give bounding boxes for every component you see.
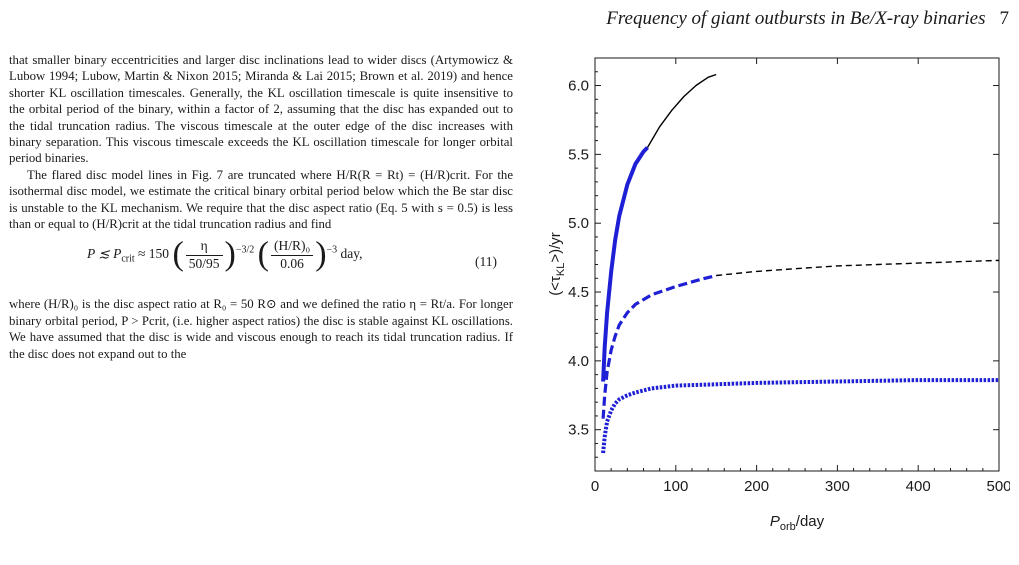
text-column: that smaller binary eccentricities and l… bbox=[9, 52, 513, 362]
series-line-1 bbox=[646, 73, 717, 148]
x-tick-label: 500 bbox=[986, 478, 1010, 495]
axis-ticks: 0 100 200 300 400 500 3.5 4.0 4.5 5.0 5.5 6.0 bbox=[568, 57, 1010, 495]
eq-approx: ≈ 150 bbox=[134, 246, 170, 262]
y-tick-label: 5.5 bbox=[568, 146, 589, 163]
equation-body: P ≲ Pcrit ≈ 150 (η 50/95)−3/2 ((H/R)₀ 0.06… bbox=[87, 236, 363, 274]
eq-frac2-den: 0.06 bbox=[280, 255, 304, 271]
eq-frac-2: (H/R)₀ 0.06 bbox=[270, 238, 314, 272]
y-tick-label: 6.0 bbox=[568, 78, 589, 95]
x-tick-label: 200 bbox=[744, 478, 769, 495]
eq-frac-1: η 50/95 bbox=[185, 238, 223, 272]
series-line-3 bbox=[716, 259, 1000, 277]
y-tick-label: 4.5 bbox=[568, 284, 589, 301]
plot-frame bbox=[594, 57, 1000, 472]
y-tick-label: 3.5 bbox=[568, 422, 589, 439]
eq-frac1-den: 50/95 bbox=[188, 255, 220, 271]
eq-frac1-num: η bbox=[185, 238, 223, 256]
series-line-4 bbox=[601, 273, 717, 419]
y-axis-label: (<τKL>)/yr bbox=[547, 232, 567, 296]
eq-exp-1: −3/2 bbox=[235, 244, 255, 256]
running-head: Frequency of giant outbursts in Be/X-ray… bbox=[606, 8, 1009, 30]
figure-7-chart: 0 100 200 300 400 500 3.5 4.0 4.5 5.0 5.5 6.0 Porb/… bbox=[547, 57, 1010, 533]
series-line-5 bbox=[601, 378, 999, 454]
eq-frac2-num: (H/R)₀ bbox=[270, 238, 314, 256]
eq-exp-2: −3 bbox=[326, 244, 338, 256]
x-tick-label: 0 bbox=[591, 478, 599, 495]
equation-11: P ≲ Pcrit ≈ 150 (η 50/95)−3/2 ((H/R)₀ 0.06… bbox=[9, 238, 513, 290]
paragraph-1: that smaller binary eccentricities and l… bbox=[9, 53, 513, 166]
x-tick-label: 300 bbox=[825, 478, 850, 495]
x-axis-label: Porb/day bbox=[770, 513, 825, 533]
paragraph-3: where (H/R)₀ is the disc aspect ratio at… bbox=[9, 297, 513, 361]
eq-lhs-sub: crit bbox=[121, 254, 135, 266]
series-layer bbox=[601, 73, 1000, 454]
eq-lhs: P ≲ P bbox=[87, 246, 122, 262]
series-line-2 bbox=[601, 146, 649, 382]
running-title: Frequency of giant outbursts in Be/X-ray… bbox=[606, 8, 986, 29]
y-tick-label: 5.0 bbox=[568, 215, 589, 232]
paragraph-2: The flared disc model lines in Fig. 7 ar… bbox=[9, 167, 513, 232]
equation-number: (11) bbox=[475, 254, 497, 270]
page-number: 7 bbox=[999, 8, 1010, 29]
x-tick-label: 400 bbox=[906, 478, 931, 495]
eq-unit: day, bbox=[340, 246, 363, 262]
x-tick-label: 100 bbox=[663, 478, 688, 495]
y-tick-label: 4.0 bbox=[568, 353, 589, 370]
